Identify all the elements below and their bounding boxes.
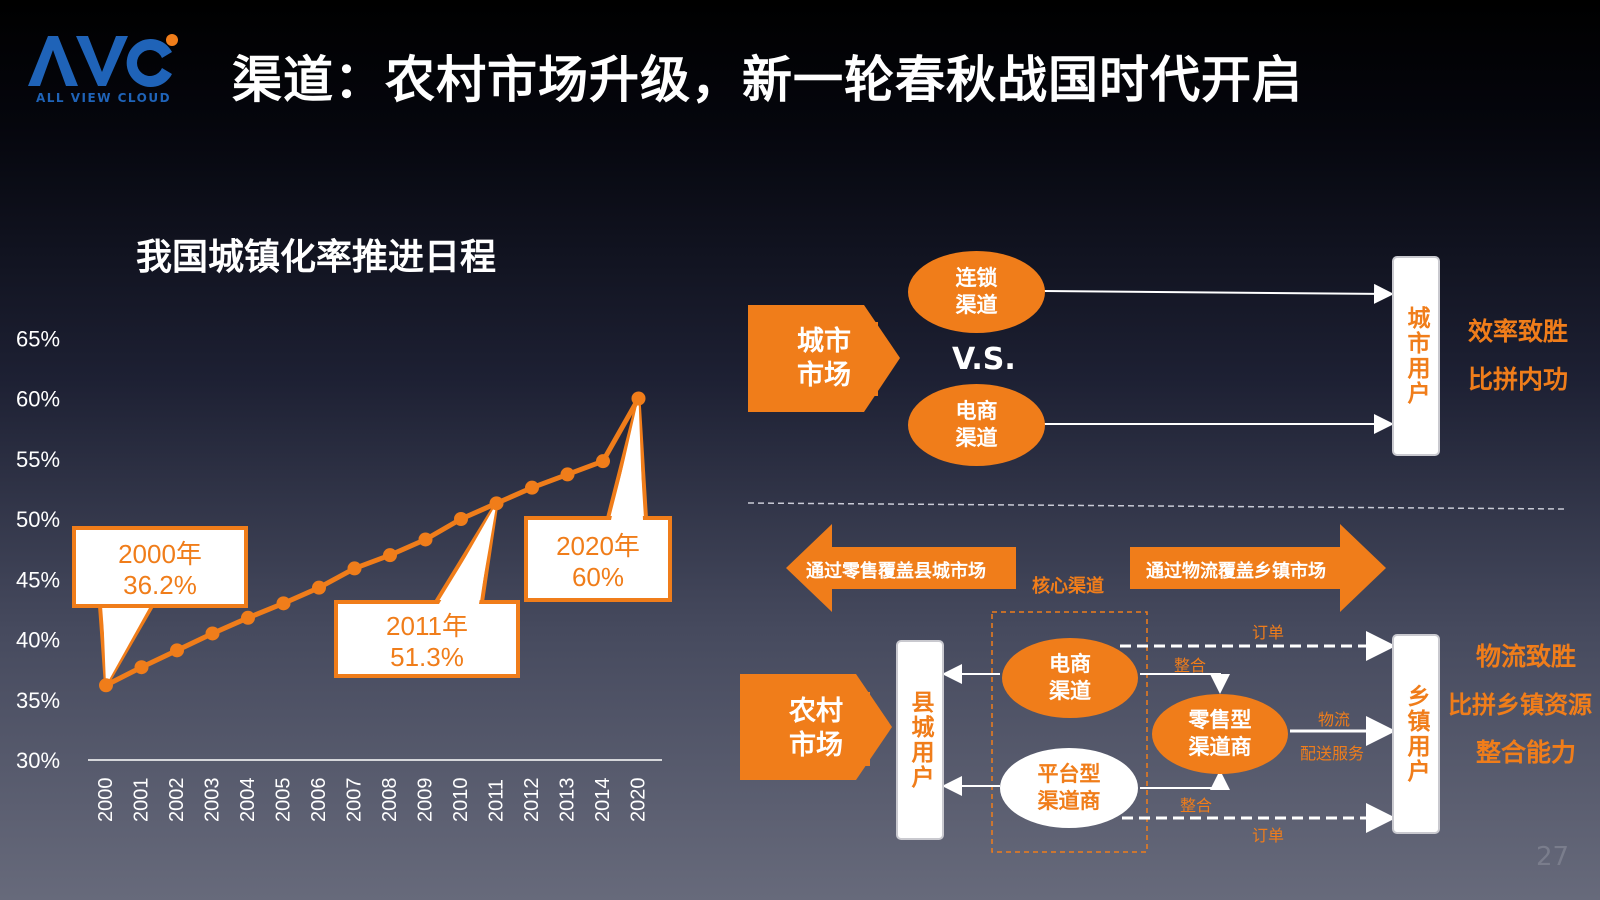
page-number: 27: [1536, 842, 1570, 872]
x-tick-label: 2005: [273, 778, 295, 823]
rural-result-2: 比拼乡镇资源: [1448, 691, 1592, 719]
y-tick-label: 40%: [16, 628, 60, 653]
data-point: [99, 678, 113, 693]
y-tick-label: 60%: [16, 387, 60, 412]
callout-value: 60%: [572, 562, 624, 592]
urbanization-line-chart: 65% 60% 55% 50% 45% 40% 35% 30% 2000 2001 2002 2003…: [16, 326, 672, 823]
vs-label: V.S.: [952, 342, 1016, 377]
data-point: [276, 596, 291, 611]
x-tick-label: 2000: [95, 778, 117, 823]
rural-result-1: 物流致胜: [1476, 642, 1577, 671]
callout-pointer-fill: [103, 608, 149, 686]
x-tick-label: 2008: [379, 778, 401, 823]
data-point: [383, 548, 397, 563]
x-tick-label: 2001: [131, 778, 153, 823]
urban-result-2: 比拼内功: [1468, 365, 1569, 394]
x-tick-label: 2010: [450, 778, 472, 823]
core-channel-label: 核心渠道: [1032, 576, 1104, 597]
y-tick-label: 30%: [16, 748, 60, 773]
urban-result-1: 效率致胜: [1468, 317, 1569, 346]
callout-box: [72, 526, 248, 608]
x-tick-label: 2011: [486, 779, 508, 822]
urbanization-series-line: [104, 397, 641, 688]
y-tick-label: 55%: [16, 447, 60, 472]
section-divider: [747, 502, 1566, 510]
data-point: [560, 467, 575, 482]
y-tick-label: 35%: [16, 688, 60, 713]
slide-title: 渠道：农村市场升级，新一轮春秋战国时代开启: [232, 51, 1303, 109]
data-point: [525, 480, 539, 495]
logistics-label-1: 物流: [1318, 710, 1351, 729]
retail-dealer-node: 零售型 渠道商: [1152, 694, 1288, 774]
x-tick-label: 2002: [166, 778, 188, 823]
y-tick-label: 65%: [16, 326, 60, 351]
data-point: [170, 643, 184, 658]
chart-title: 我国城镇化率推进日程: [136, 237, 497, 278]
chain-arrow: [1043, 283, 1394, 304]
data-point: [241, 610, 255, 625]
county-users-box: 县城用户: [896, 640, 944, 840]
data-point: [205, 626, 220, 641]
callout-year: 2011年: [386, 611, 468, 641]
chain-channel-node: 连锁 渠道: [908, 251, 1045, 333]
y-tick-label: 50%: [16, 507, 60, 532]
data-point: [489, 496, 504, 511]
logistics-label-2: 配送服务: [1300, 744, 1365, 763]
x-tick-label: 2009: [415, 778, 437, 823]
callout-year: 2020年: [556, 531, 640, 561]
ecommerce-channel-node: 电商 渠道: [908, 384, 1045, 466]
y-tick-label: 45%: [16, 567, 60, 592]
urban-market-label: 城市 市场: [770, 322, 878, 396]
data-point: [454, 512, 468, 526]
callout-box: [524, 516, 672, 602]
data-point: [347, 561, 362, 576]
callout-value: 36.2%: [123, 570, 197, 600]
urban-users-box: 城市用户: [1392, 256, 1440, 456]
order-label-bottom: 订单: [1252, 826, 1285, 845]
data-point: [596, 454, 610, 469]
x-tick-label: 2006: [308, 778, 330, 823]
rural-market-label: 农村 市场: [762, 692, 870, 766]
x-tick-label: 2020: [628, 778, 650, 823]
town-users-box: 乡镇用户: [1392, 634, 1440, 834]
order-label-top: 订单: [1252, 623, 1285, 642]
platform-dealer-node: 平台型 渠道商: [1000, 748, 1138, 828]
data-point: [312, 580, 326, 595]
avc-logo: [28, 34, 178, 87]
callout-pointer-fill: [611, 398, 643, 520]
callout-box: [334, 600, 520, 678]
x-tick-label: 2007: [344, 778, 366, 823]
left-arrow-text: 通过零售覆盖县城市场: [806, 561, 986, 582]
x-tick-label: 2012: [521, 778, 543, 823]
integrate-label-top: 整合: [1174, 656, 1207, 675]
data-point: [631, 391, 646, 406]
rural-result-3: 整合能力: [1476, 738, 1577, 767]
rural-ecommerce-node: 电商 渠道: [1002, 638, 1138, 718]
x-tick-label: 2014: [592, 778, 614, 823]
integrate-label-bottom: 整合: [1180, 796, 1213, 815]
logo-subtext: ALL VIEW CLOUD: [36, 91, 172, 105]
x-tick-label: 2004: [237, 778, 259, 823]
data-point: [134, 660, 149, 675]
right-arrow-text: 通过物流覆盖乡镇市场: [1146, 561, 1326, 582]
callout-year: 2000年: [118, 539, 202, 569]
callout-value: 51.3%: [390, 642, 464, 672]
x-tick-label: 2003: [202, 778, 224, 823]
data-point: [418, 532, 433, 547]
x-tick-label: 2013: [557, 778, 579, 823]
